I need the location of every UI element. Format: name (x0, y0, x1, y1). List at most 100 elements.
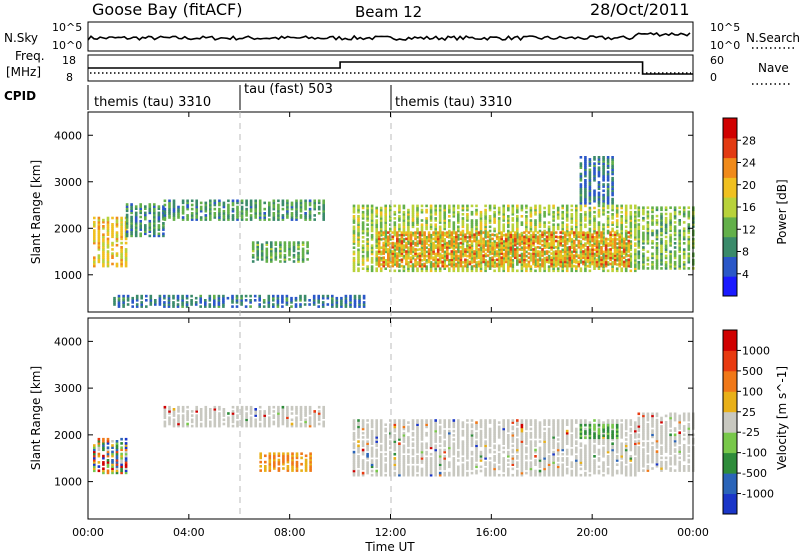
data-cell (286, 420, 289, 424)
data-cell (443, 225, 446, 229)
data-cell (97, 227, 101, 230)
nave-series-line (88, 61, 693, 75)
data-cell (279, 243, 282, 246)
data-cell (331, 301, 334, 304)
data-cell (425, 259, 428, 262)
data-cell (504, 260, 508, 264)
data-cell (466, 269, 469, 273)
data-cell (375, 434, 378, 437)
data-cell (516, 246, 519, 249)
data-cell (525, 263, 528, 266)
data-cell (135, 303, 139, 306)
data-cell (573, 233, 576, 236)
data-cell (541, 233, 544, 236)
data-cell (384, 434, 387, 437)
data-cell (358, 305, 361, 308)
data-cell (627, 243, 631, 247)
data-cell (629, 215, 633, 218)
data-cell (384, 204, 387, 208)
data-cell (500, 252, 503, 255)
data-cell (466, 473, 469, 477)
data-cell (308, 207, 312, 211)
data-cell (552, 256, 555, 260)
data-cell (358, 296, 361, 300)
data-cell (411, 246, 415, 249)
data-cell (552, 227, 555, 231)
data-cell (213, 301, 216, 304)
data-cell (443, 265, 446, 268)
data-cell (488, 225, 492, 229)
data-cell (588, 208, 592, 212)
data-cell (518, 258, 522, 262)
data-cell (176, 294, 180, 298)
data-cell (660, 267, 663, 270)
data-cell (134, 207, 138, 210)
data-cell (664, 242, 668, 245)
data-cell (409, 235, 413, 239)
data-cell (370, 473, 374, 477)
data-cell (470, 444, 474, 448)
data-cell (375, 236, 378, 239)
data-cell (457, 469, 460, 473)
data-cell (475, 427, 478, 431)
data-cell (660, 231, 663, 235)
data-cell (163, 212, 167, 215)
data-cell (361, 440, 365, 443)
data-cell (204, 424, 208, 428)
data-cell (236, 207, 239, 211)
data-cell (93, 220, 96, 224)
data-cell (370, 265, 374, 268)
data-cell (475, 238, 478, 241)
data-cell (213, 422, 217, 426)
data-cell (181, 216, 185, 219)
data-cell (620, 206, 623, 210)
data-cell (664, 212, 668, 216)
data-cell (563, 235, 567, 239)
data-cell (556, 267, 560, 270)
data-cell (382, 248, 385, 251)
data-cell (477, 260, 481, 264)
data-cell (534, 265, 537, 268)
data-cell (538, 215, 542, 218)
data-cell (389, 457, 392, 460)
data-cell (134, 219, 138, 223)
data-cell (520, 265, 524, 268)
data-cell (543, 231, 546, 235)
data-cell (393, 263, 397, 266)
data-cell (593, 210, 596, 214)
data-cell (565, 246, 569, 249)
data-cell (488, 436, 492, 439)
data-cell (391, 246, 395, 249)
data-cell (475, 219, 478, 222)
data-cell (97, 220, 101, 224)
data-cell (434, 471, 437, 475)
data-cell (429, 261, 433, 264)
data-cell (416, 240, 419, 243)
data-cell (452, 246, 456, 249)
data-cell (455, 250, 458, 253)
data-cell (488, 434, 492, 437)
data-cell (370, 219, 374, 222)
data-cell (461, 267, 465, 270)
data-cell (249, 416, 253, 419)
data-cell (459, 241, 463, 245)
data-cell (669, 212, 672, 216)
data-cell (473, 260, 476, 264)
data-cell (597, 231, 601, 235)
data-cell (507, 223, 510, 226)
data-cell (231, 301, 234, 304)
data-cell (563, 241, 567, 245)
data-cell (235, 294, 239, 298)
data-cell (139, 228, 142, 231)
data-cell (491, 258, 494, 262)
data-cell (678, 212, 681, 216)
data-cell (473, 237, 476, 241)
data-cell (93, 444, 96, 447)
data-cell (349, 303, 352, 306)
data-cell (523, 264, 526, 268)
data-cell (393, 425, 397, 429)
data-cell (97, 225, 101, 228)
data-cell (624, 263, 628, 266)
data-cell (313, 199, 316, 203)
data-cell (340, 296, 343, 300)
